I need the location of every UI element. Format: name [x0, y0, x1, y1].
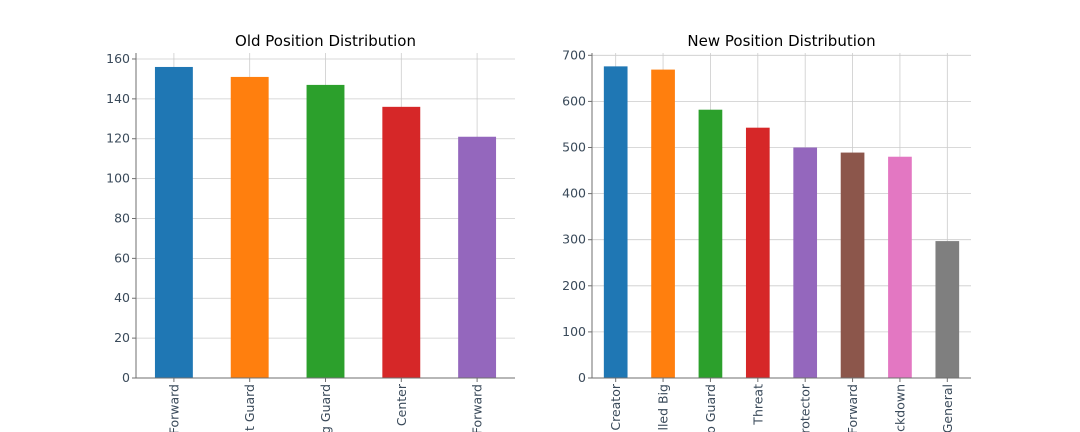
y-tick-label: 700 [562, 47, 586, 62]
x-tick-labels: Forward t Guard g Guard Center Forward [166, 378, 485, 432]
y-tick-label: 140 [106, 91, 130, 106]
bar [458, 136, 497, 378]
gridlines [592, 53, 971, 379]
y-tick-label: 80 [114, 210, 130, 225]
bar [793, 147, 818, 378]
x-tick-label: lled Big [656, 384, 671, 431]
bars [154, 66, 497, 379]
bar [840, 152, 865, 378]
x-tick-label: t Guard [242, 384, 257, 431]
x-tick-label: ckdown [892, 384, 907, 432]
bar [154, 66, 193, 378]
bar [651, 69, 675, 379]
y-tick-label: 120 [106, 131, 130, 146]
y-tick-label: 0 [122, 370, 130, 385]
chart-title: Old Position Distribution [235, 32, 416, 50]
y-tick-label: 40 [114, 290, 130, 305]
bar [745, 127, 770, 379]
x-tick-label: Threat [750, 384, 765, 426]
bar [603, 66, 628, 378]
x-tick-label: General [940, 384, 955, 432]
bars [603, 66, 960, 379]
x-tick-label: g Guard [318, 384, 333, 432]
old-position-chart: 0 20 40 60 80 100 120 140 160 Forward t Guard g Gua… [106, 32, 515, 432]
y-tick-labels: 0 100 200 300 400 500 600 700 [562, 47, 592, 385]
x-tick-label: rotector [798, 383, 813, 432]
new-position-chart: 0 100 200 300 400 500 600 700 Creator lled Big o G… [562, 32, 971, 432]
y-tick-label: 160 [106, 51, 130, 66]
bar [306, 84, 345, 378]
bar [888, 156, 912, 378]
y-tick-label: 20 [114, 330, 130, 345]
x-tick-label: Forward [166, 384, 181, 432]
x-tick-labels: Creator lled Big o Guard Threat rotector Forw… [608, 378, 955, 432]
chart-title: New Position Distribution [687, 32, 875, 50]
y-tick-label: 100 [106, 171, 130, 186]
bar [698, 109, 723, 379]
bar [230, 76, 269, 378]
y-tick-label: 200 [562, 278, 586, 293]
y-tick-label: 60 [114, 250, 130, 265]
x-tick-label: Forward [470, 384, 485, 432]
y-tick-label: 300 [562, 232, 586, 247]
x-tick-label: Creator [608, 383, 623, 430]
x-tick-label: Forward [845, 384, 860, 432]
y-tick-label: 600 [562, 93, 586, 108]
bar [382, 106, 421, 379]
y-tick-label: 0 [578, 370, 586, 385]
x-tick-label: Center [394, 383, 409, 426]
y-tick-label: 400 [562, 186, 586, 201]
bar [935, 241, 960, 378]
y-tick-label: 100 [562, 324, 586, 339]
y-tick-labels: 0 20 40 60 80 100 120 140 160 [106, 51, 136, 385]
y-tick-label: 500 [562, 140, 586, 155]
x-tick-label: o Guard [703, 384, 718, 432]
